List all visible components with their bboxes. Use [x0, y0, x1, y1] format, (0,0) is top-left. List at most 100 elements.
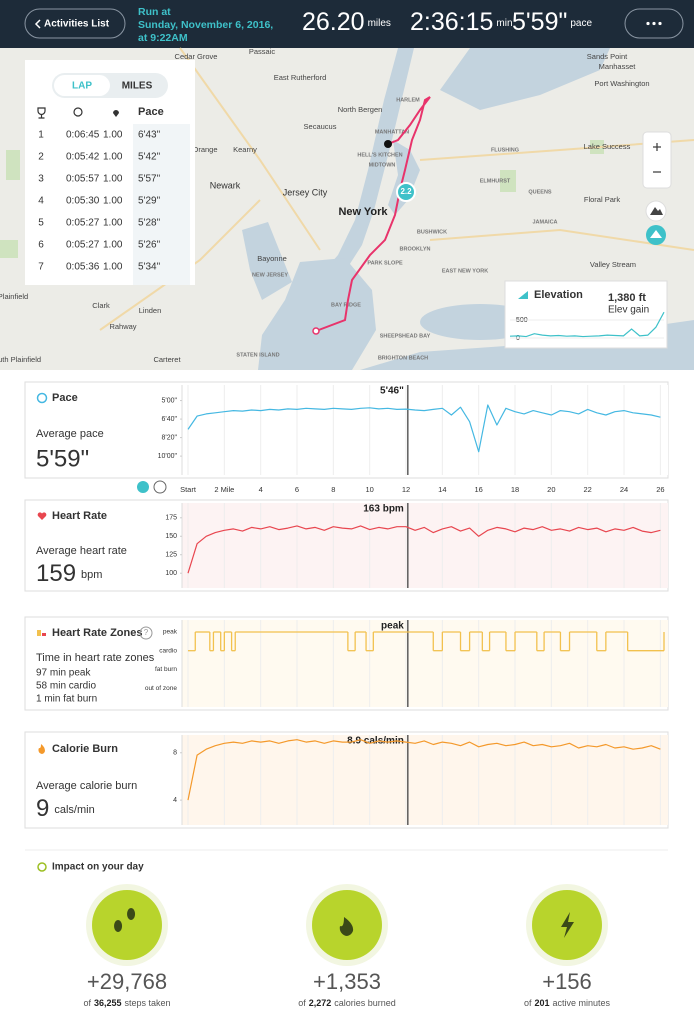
map-label: FLUSHING — [491, 147, 519, 153]
lap-cell: 2 — [38, 152, 44, 163]
x-tick-label: 8 — [331, 485, 335, 494]
activity-time: at 9:22AM — [138, 32, 188, 44]
lap-cell: 1.00 — [103, 174, 123, 185]
map-label: North Bergen — [338, 105, 383, 114]
elevation-title: Elevation — [534, 289, 583, 301]
impact-of: of — [83, 998, 91, 1008]
cal-average-label: Average calorie burn — [36, 780, 137, 792]
map-label: PARK SLOPE — [367, 260, 403, 266]
cal-average-value: 9 — [36, 795, 49, 822]
y-tick-label: 125 — [165, 552, 177, 559]
map-label: QUEENS — [528, 189, 552, 195]
lap-cell: 1.00 — [103, 218, 123, 229]
map-label: Orange — [192, 145, 217, 154]
zones-summary: 1 min fat burn — [36, 694, 97, 705]
map-label: Rahway — [109, 322, 136, 331]
cursor-label: 163 bpm — [363, 504, 404, 515]
series-line — [187, 739, 661, 801]
pace: 5'59" pace — [512, 8, 592, 36]
cal-unit: cals/min — [54, 804, 94, 816]
terrain-icon[interactable] — [650, 207, 663, 215]
charts: 5'46" 5'00" 6'40" 8'20" 10'00" Start 2 Mile 4 6 8… — [24, 381, 669, 829]
parks — [0, 140, 604, 258]
x-tick-label: Start — [180, 485, 197, 494]
back-button[interactable]: Activities List — [24, 8, 126, 39]
impact-of: of — [524, 998, 532, 1008]
pace-average: 5'59" — [36, 445, 89, 472]
zones-summary-label: Time in heart rate zones — [36, 652, 155, 664]
map-label: HARLEM — [396, 97, 420, 103]
y-tick-label: 5'00" — [161, 397, 177, 404]
map-label: South Plainfield — [0, 355, 41, 364]
zones-help[interactable] — [139, 626, 153, 640]
zones-summary: 58 min cardio — [36, 681, 96, 692]
map-label: STATEN ISLAND — [236, 352, 279, 358]
menu-dot[interactable] — [652, 21, 656, 26]
hr-average-value: 159 — [36, 560, 76, 587]
zoom-panel — [642, 131, 672, 189]
map-label: Lake Success — [584, 142, 631, 151]
zoom-in[interactable] — [653, 143, 661, 151]
lap-cell: 0:06:45 — [66, 130, 100, 141]
newark-bay — [242, 222, 292, 300]
map-label: ELMHURST — [480, 178, 511, 184]
cursor-label: 8.9 cals/min — [347, 736, 404, 747]
menu-dot[interactable] — [646, 21, 650, 26]
map-label: Bayonne — [257, 254, 287, 263]
menu-dot[interactable] — [658, 21, 662, 26]
heart-icon — [37, 512, 47, 520]
lap-cell: 4 — [38, 196, 44, 207]
time-toggle[interactable] — [153, 480, 167, 494]
hudson-river — [318, 48, 414, 282]
x-tick-label: 10 — [366, 485, 374, 494]
map-label: BRIGHTON BEACH — [378, 355, 428, 361]
zone-label: cardio — [159, 647, 177, 654]
zones-title: Heart Rate Zones — [52, 627, 142, 639]
tab-lap[interactable]: LAP — [72, 81, 92, 92]
back-button-frame[interactable] — [24, 8, 126, 39]
tab-active[interactable] — [54, 75, 110, 96]
lap-cell: 5'29" — [138, 196, 161, 207]
lap-cell: 0:05:42 — [66, 152, 100, 163]
park — [6, 150, 20, 180]
lap-cell: 3 — [38, 174, 44, 185]
impact-icon — [339, 917, 354, 936]
map-label: HELL'S KITCHEN — [357, 152, 402, 158]
view-icon[interactable] — [650, 230, 662, 238]
back-label[interactable]: Activities List — [44, 19, 110, 30]
map-label: BAY RIDGE — [331, 302, 361, 308]
tab-miles[interactable]: MILES — [122, 81, 153, 92]
map-label: Clark — [92, 301, 110, 310]
lap-icon — [37, 107, 46, 119]
zone-label: fat burn — [155, 666, 177, 673]
distance-unit: miles — [368, 18, 391, 29]
lap-cell: 5'26" — [138, 240, 161, 251]
x-tick-label: 6 — [295, 485, 299, 494]
mile-marker — [396, 182, 416, 202]
zone-label: out of zone — [145, 685, 178, 692]
y-tick-label: 150 — [165, 533, 177, 540]
lap-cell: 1.00 — [103, 240, 123, 251]
duration-unit: min — [496, 18, 512, 29]
mile-marker-label: 2.2 — [400, 187, 412, 196]
lap-cell: 1.00 — [103, 196, 123, 207]
pace-average-label: Average pace — [36, 428, 104, 440]
map-label: BROOKLYN — [400, 246, 431, 252]
map-label: SHEEPSHEAD BAY — [380, 333, 431, 339]
x-tick-label: 2 Mile — [214, 485, 234, 494]
menu-frame[interactable] — [624, 8, 684, 39]
plot-area — [182, 385, 668, 475]
lap-cell: 5'57" — [138, 174, 161, 185]
impact-gain: +156 — [542, 969, 592, 994]
series-line — [187, 404, 661, 453]
impact-unit: steps taken — [125, 998, 171, 1008]
back-arrow[interactable] — [34, 19, 41, 29]
map-label: Secaucus — [304, 122, 337, 131]
route — [315, 96, 431, 332]
impact-icon — [114, 908, 136, 932]
plot-area — [182, 735, 668, 825]
menu-button[interactable] — [624, 8, 684, 39]
zones-help-label[interactable]: ? — [144, 628, 149, 637]
map-toggle[interactable] — [137, 481, 149, 493]
